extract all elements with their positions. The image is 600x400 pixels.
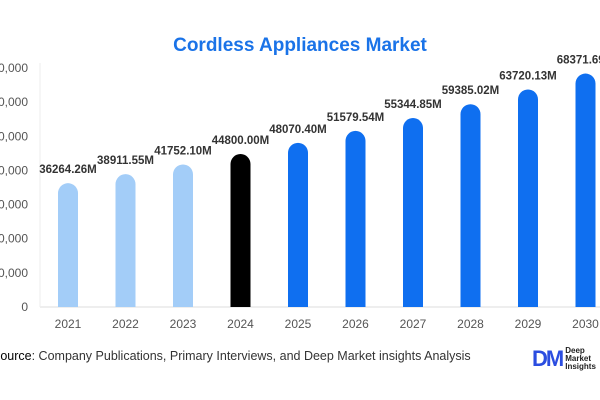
data-label: 36264.26M (39, 164, 97, 176)
source-note: Source: Company Publications, Primary In… (0, 349, 471, 363)
data-label: 48070.40M (269, 124, 327, 136)
bar (345, 130, 366, 307)
bar (518, 89, 538, 307)
logo-line: Market (565, 354, 592, 363)
y-tick-label: 60,000 (0, 95, 28, 109)
x-tick-label: 2024 (227, 317, 254, 331)
bar (58, 183, 78, 307)
x-tick-label: 2027 (400, 317, 427, 331)
x-tick-label: 2030 (572, 317, 599, 331)
bar (288, 142, 308, 307)
source-text: : Company Publications, Primary Intervie… (31, 349, 471, 363)
logo-line: Deep (565, 346, 585, 355)
y-tick-label: 20,000 (0, 232, 28, 246)
logo-mark: DM (532, 346, 564, 371)
x-tick-label: 2028 (457, 317, 484, 331)
data-label: 41752.10M (154, 145, 212, 157)
data-label: 38911.55M (97, 155, 154, 167)
y-tick-label: 70,000 (0, 61, 28, 75)
bar (173, 164, 193, 307)
bar (403, 118, 423, 308)
data-label: 68371.69M (557, 55, 600, 67)
data-label: 44800.00M (212, 135, 270, 147)
x-tick-label: 2023 (170, 317, 197, 331)
y-tick-label: 10,000 (0, 266, 28, 280)
data-label: 59385.02M (442, 85, 500, 97)
logo: DM Deep Market Insights (532, 346, 596, 372)
x-tick-label: 2022 (112, 317, 139, 331)
data-label: 51579.54M (327, 112, 385, 124)
x-tick-label: 2025 (285, 317, 312, 331)
x-tick-label: 2026 (342, 317, 369, 331)
x-tick-label: 2021 (55, 317, 82, 331)
y-tick-label: 30,000 (0, 198, 28, 212)
y-tick-label: 40,000 (0, 163, 28, 177)
y-tick-label: 0 (21, 300, 28, 314)
y-tick-label: 50,000 (0, 129, 28, 143)
x-tick-label: 2029 (515, 317, 542, 331)
bar (575, 73, 596, 307)
logo-line: Insights (565, 362, 596, 371)
bar (115, 174, 136, 307)
bar (460, 104, 481, 307)
chart-title: Cordless Appliances Market (173, 35, 427, 56)
data-label: 63720.13M (499, 70, 557, 82)
source-label: Source (0, 349, 32, 363)
data-label: 55344.85M (384, 99, 442, 111)
bar (230, 154, 251, 307)
